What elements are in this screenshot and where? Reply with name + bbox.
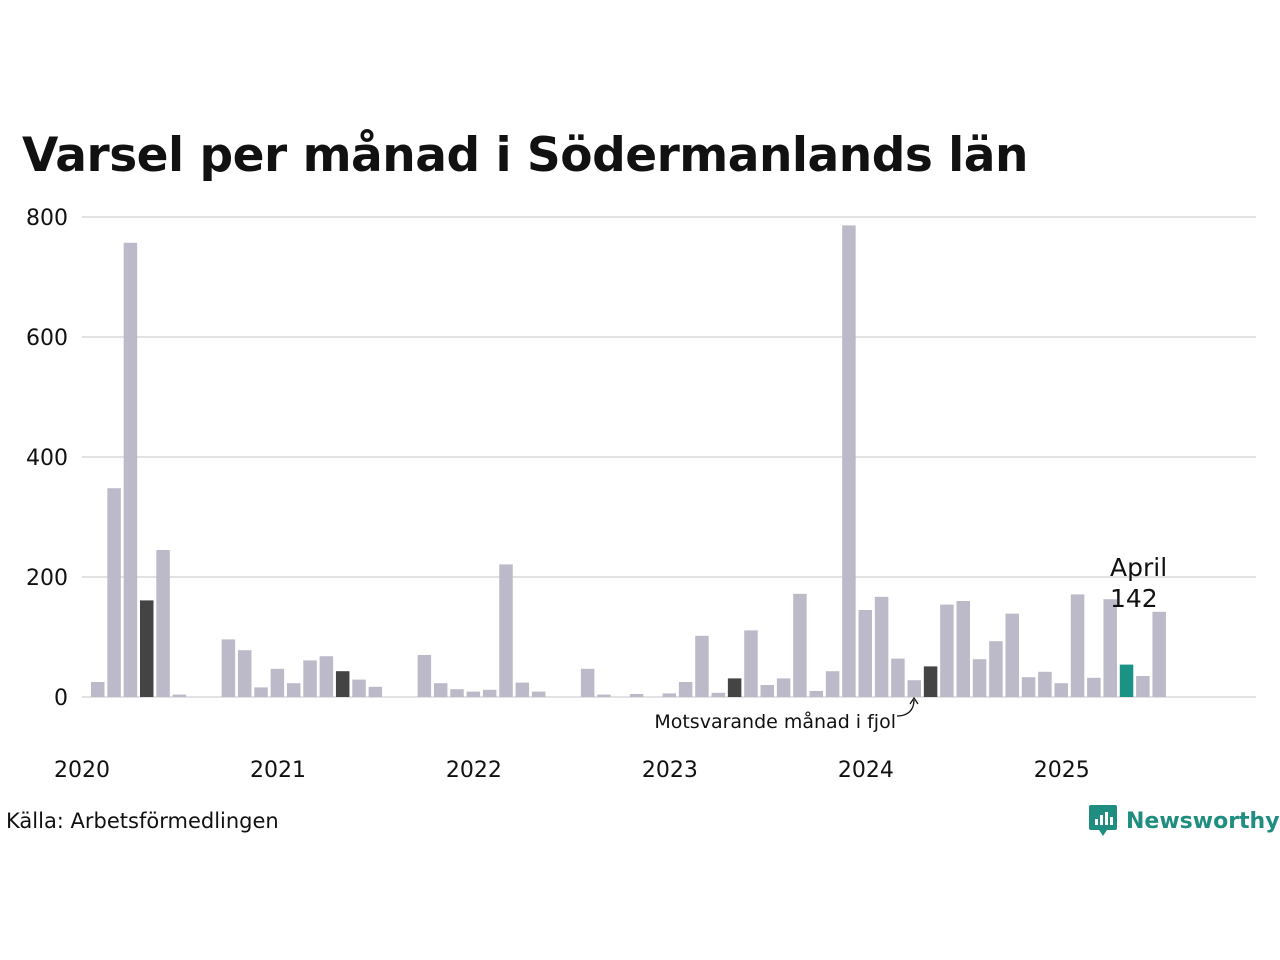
bar [417,655,432,697]
bar [368,686,383,697]
bar [793,593,807,697]
bar [531,691,546,697]
current-month-label: April [1110,553,1167,582]
bar [515,682,530,697]
bar [319,656,334,697]
bar [156,550,170,697]
bar [825,671,840,697]
bar [923,666,938,697]
bar [711,692,726,697]
y-tick-label: 800 [26,206,68,231]
bar [91,682,105,697]
bars [91,225,1166,698]
bar [482,689,497,697]
bar [433,683,448,697]
y-tick-label: 600 [26,326,68,351]
bar [1038,671,1052,697]
last-year-arrowhead [909,696,919,705]
last-year-arrow [896,699,915,717]
bar [172,694,187,697]
bar [1005,613,1019,697]
bar [286,683,301,697]
bar [776,678,791,697]
bar [760,685,775,697]
bar [1021,677,1036,697]
bar [989,641,1003,697]
x-axis-ticks: 2020 2021 2022 2023 2024 2025 [54,758,1090,783]
bar [940,604,954,697]
bar [335,671,350,697]
brand-logo[interactable]: Newsworthy [1088,803,1280,839]
bar [597,694,611,697]
bar [956,601,970,697]
x-tick-label: 2021 [250,758,306,783]
bar [972,659,987,697]
bar [237,650,252,697]
bar [727,678,742,697]
bar [1054,683,1068,697]
x-tick-label: 2022 [446,758,502,783]
bar [662,693,677,697]
bar [303,660,317,697]
annotations: April 142 Motsvarande månad i fjol [654,553,1167,733]
y-tick-label: 0 [54,686,68,711]
bar [123,242,138,698]
current-value-label: 142 [1110,584,1158,613]
bar [858,610,873,697]
x-tick-label: 2023 [642,758,698,783]
bar [907,680,921,697]
bar [1152,611,1166,697]
bar [629,694,644,697]
bar [139,600,154,697]
bar [744,630,758,697]
last-year-label: Motsvarande månad i fjol [654,710,896,733]
y-tick-label: 200 [26,566,68,591]
y-tick-label: 400 [26,446,68,471]
bar [809,691,824,697]
brand-name: Newsworthy [1126,808,1280,834]
bar [1103,599,1117,697]
chart-bubble-icon [1089,805,1117,836]
y-axis-ticks: 0 200 400 600 800 [26,206,68,711]
x-tick-label: 2024 [838,758,894,783]
bar [695,635,709,697]
bar [1070,594,1085,697]
bar [450,689,464,697]
bar [874,596,889,697]
x-tick-label: 2025 [1034,758,1090,783]
bar [466,691,481,697]
x-tick-label: 2020 [54,758,110,783]
bar [221,639,236,697]
chart-title: Varsel per månad i Södermanlands län [22,128,1028,183]
bar [499,564,513,697]
source-note: Källa: Arbetsförmedlingen [6,809,279,833]
bar [842,225,856,697]
bar [678,682,693,697]
bar [891,658,905,697]
bar [254,687,268,697]
bar [107,488,121,697]
bar [1087,677,1101,697]
bar [352,679,366,697]
bar [270,668,285,697]
bar [1119,664,1134,697]
bar [580,668,595,697]
bar [1136,676,1150,697]
